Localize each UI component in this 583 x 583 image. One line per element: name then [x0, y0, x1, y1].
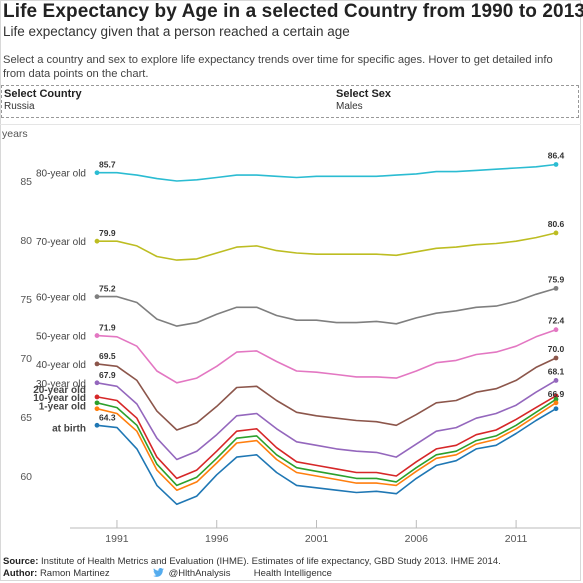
- series-start-point: [94, 400, 100, 406]
- series-end-value-label: 68.1: [548, 366, 565, 376]
- series-line-60-year-old: [97, 287, 557, 327]
- sex-selector[interactable]: Select Sex Males: [336, 88, 391, 112]
- series-name-label: 1-year old: [39, 402, 86, 413]
- series-name-label: 30-year old: [36, 379, 86, 390]
- x-tick-label: 1996: [205, 533, 229, 545]
- filter-panel: Select Country Russia Select Sex Males: [1, 85, 579, 118]
- series-name-label: 10-year old: [33, 393, 86, 404]
- series-start-point: [94, 422, 100, 428]
- series-end-point: [553, 285, 559, 291]
- y-tick-label: 75: [20, 294, 32, 306]
- series-end-value-label: 66.9: [548, 389, 565, 399]
- series-end-value-label: 86.4: [548, 150, 565, 160]
- series-start-point: [94, 406, 100, 412]
- series-start-point: [94, 238, 100, 244]
- series-start-value-label: 75.2: [99, 284, 116, 294]
- series-line-80-year-old: [97, 163, 557, 182]
- series-line-10-year-old: [96, 398, 557, 487]
- series-name-label: 60-year old: [36, 293, 86, 304]
- sex-selector-label: Select Sex: [336, 88, 392, 100]
- series-start-value-label: 64.3: [99, 412, 116, 422]
- y-axis-unit-label: years: [2, 128, 28, 140]
- source-text: Institute of Health Metrics and Evaluati…: [41, 556, 501, 567]
- series-end-value-label: 75.9: [548, 274, 565, 284]
- series-start-value-label: 85.7: [99, 160, 116, 170]
- country-selector-label: Select Country: [4, 88, 82, 100]
- page-subtitle: Life expectancy given that a person reac…: [3, 24, 350, 39]
- series-start-point: [94, 394, 100, 400]
- series-line-70-year-old: [97, 232, 557, 261]
- life-expectancy-chart: 60 65 70 75 80 85 1991 1996 2001 2006 2011 80-year …: [20, 150, 580, 545]
- author-line: Author: Ramon Martinez @HlthAnalysis Hea…: [3, 567, 579, 580]
- series-start-value-label: 67.9: [99, 370, 116, 380]
- twitter-bird-icon[interactable]: [153, 567, 164, 577]
- y-tick-label: 80: [20, 235, 32, 247]
- series-name-label: at birth: [52, 423, 86, 434]
- x-tick-label: 1991: [105, 533, 129, 545]
- series-line-40-year-old: [96, 357, 557, 431]
- twitter-handle[interactable]: @HlthAnalysis: [168, 567, 231, 579]
- series-name-label: 70-year old: [36, 237, 86, 248]
- source-label: Source:: [3, 556, 39, 567]
- series-line-50-year-old: [96, 328, 557, 384]
- series-start-point: [94, 333, 100, 338]
- author-name: Ramon Martinez: [39, 567, 110, 579]
- series-end-point: [553, 406, 559, 412]
- organization-name: Health Intelligence: [253, 567, 332, 579]
- series-start-value-label: 69.5: [99, 351, 116, 361]
- series-start-value-label: 71.9: [99, 323, 116, 333]
- series-line-30-year-old: [96, 379, 557, 461]
- series-start-point: [94, 294, 100, 300]
- series-line-at-birth: [96, 408, 557, 506]
- country-selector[interactable]: Select Country Russia: [4, 88, 82, 112]
- series-end-point: [553, 327, 559, 333]
- author-label: Author:: [3, 567, 38, 579]
- series-end-point: [553, 396, 559, 402]
- series-name-label: 50-year old: [36, 332, 86, 343]
- source-line: Source: Institute of Health Metrics and …: [3, 556, 579, 568]
- series-end-point: [553, 162, 559, 167]
- series-line-20-year-old: [96, 395, 557, 480]
- x-tick-label: 2001: [305, 533, 329, 545]
- page-description: Select a country and sex to explore life…: [3, 54, 553, 80]
- series-start-point: [94, 361, 100, 367]
- y-tick-label: 85: [20, 176, 32, 188]
- x-tick-label: 2006: [405, 533, 429, 545]
- series-name-label: 20-year old: [33, 385, 86, 396]
- series-start-value-label: 79.9: [99, 228, 116, 238]
- series-end-value-label: 80.6: [548, 219, 565, 229]
- series-start-point: [94, 170, 100, 176]
- series-start-point: [94, 380, 100, 386]
- series-line-1-year-old: [96, 402, 557, 491]
- series-end-point: [553, 393, 559, 399]
- y-tick-label: 60: [20, 471, 32, 483]
- series-end-point: [553, 355, 559, 361]
- series-name-label: 40-year old: [36, 360, 86, 371]
- series-end-value-label: 72.4: [548, 316, 565, 326]
- series-name-label: 80-year old: [36, 169, 86, 180]
- footer: Source: Institute of Health Metrics and …: [3, 556, 579, 580]
- x-tick-label: 2011: [505, 533, 528, 545]
- page-title: Life Expectancy by Age in a selected Cou…: [3, 1, 583, 22]
- series-end-value-label: 70.0: [548, 344, 565, 354]
- series-end-point: [553, 400, 559, 406]
- series-end-point: [553, 378, 559, 383]
- series-end-point: [553, 230, 559, 236]
- y-tick-label: 70: [20, 353, 32, 365]
- sex-selector-value[interactable]: Males: [336, 101, 363, 112]
- header-divider: [0, 124, 581, 125]
- y-tick-label: 65: [20, 412, 32, 424]
- country-selector-value[interactable]: Russia: [4, 101, 35, 112]
